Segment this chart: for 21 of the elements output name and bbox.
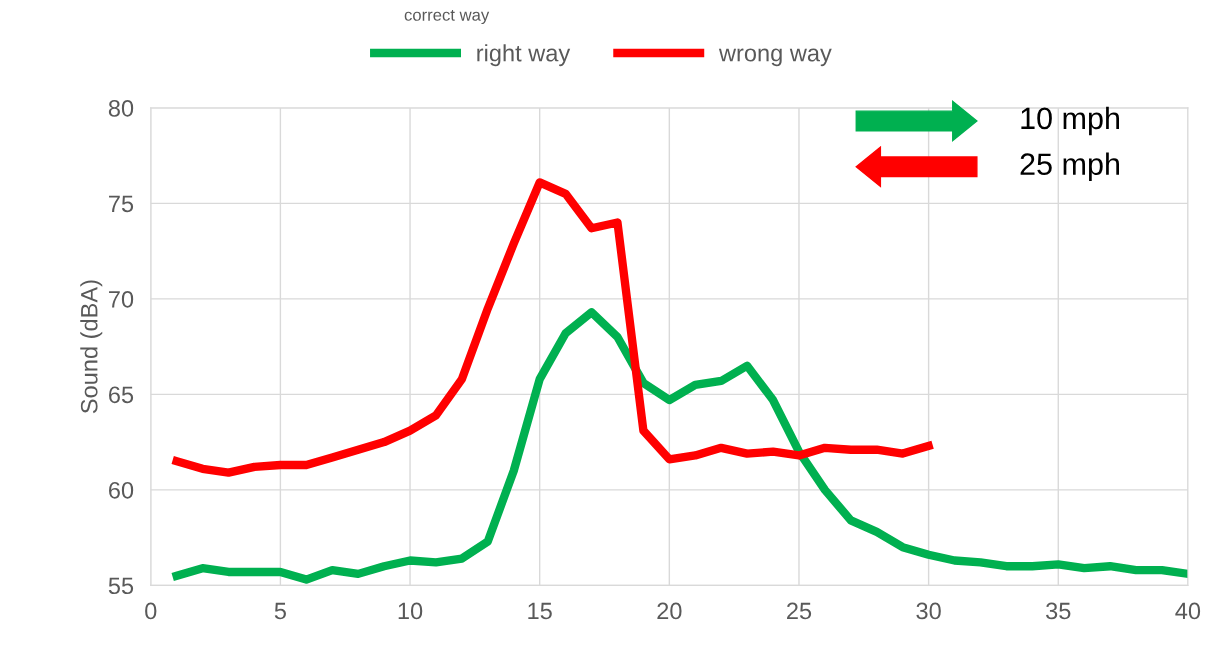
y-tick-label: 70 [109,290,134,308]
y-tick-label: 65 [109,386,134,404]
x-tick-label: 40 [1175,602,1201,620]
x-tick-label: 30 [916,602,941,620]
x-tick-label: 20 [657,602,682,620]
x-tick-label: 35 [1046,602,1071,620]
x-tick-label: 15 [528,602,552,620]
x-tick-label: 0 [145,602,157,620]
x-tick-label: 5 [274,602,286,620]
y-tick-label: 55 [108,577,134,595]
y-tick-label: 75 [109,195,134,213]
x-tick-label: 25 [787,602,812,620]
x-tick-label: 10 [398,602,423,620]
legend-label: right way [477,44,571,67]
annotation: 10 mph [1021,106,1119,136]
y-axis-title: Sound (dBA) [80,280,103,414]
annotation: 25 mph [1020,152,1119,182]
text: correct way [404,9,490,25]
legend-label: wrong way [718,48,832,67]
y-tick-label: 80 [108,99,134,117]
y-tick-label: 60 [109,481,134,499]
